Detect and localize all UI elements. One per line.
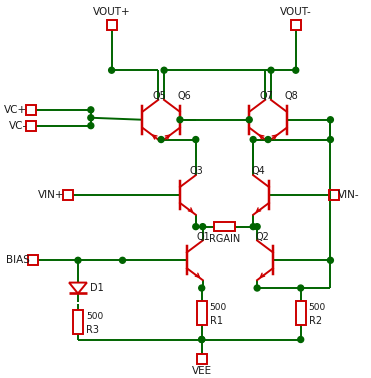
Circle shape [88, 115, 94, 121]
Bar [329, 190, 339, 200]
Circle shape [75, 257, 81, 263]
Text: Q4: Q4 [251, 166, 265, 176]
Text: R1: R1 [210, 316, 223, 326]
Circle shape [268, 67, 274, 73]
Bar [107, 20, 116, 29]
Text: Q2: Q2 [255, 232, 269, 242]
Text: Q1: Q1 [197, 232, 210, 242]
Text: 500: 500 [86, 312, 103, 321]
Circle shape [265, 136, 271, 143]
Text: 500: 500 [210, 303, 227, 312]
Bar [29, 256, 38, 265]
Text: Q7: Q7 [259, 91, 273, 101]
Circle shape [109, 67, 115, 73]
Bar [197, 354, 207, 364]
Text: VC+: VC+ [4, 105, 27, 115]
Circle shape [250, 136, 256, 143]
Circle shape [254, 224, 260, 229]
Circle shape [193, 224, 199, 229]
Circle shape [246, 117, 252, 123]
Circle shape [250, 224, 256, 229]
Circle shape [328, 257, 334, 263]
Text: VOUT-: VOUT- [280, 7, 312, 17]
Text: VIN-: VIN- [338, 190, 360, 200]
Text: VOUT+: VOUT+ [93, 7, 131, 17]
Text: BIAS: BIAS [6, 255, 29, 265]
Circle shape [177, 117, 183, 123]
Bar [63, 190, 73, 200]
Text: Q3: Q3 [190, 166, 204, 176]
Circle shape [158, 136, 164, 143]
Circle shape [193, 136, 199, 143]
Circle shape [298, 336, 304, 342]
Text: 500: 500 [309, 303, 326, 312]
Circle shape [254, 285, 260, 291]
Text: VIN+: VIN+ [37, 190, 64, 200]
Text: D1: D1 [90, 283, 104, 293]
Text: Q5: Q5 [152, 91, 166, 101]
Bar [291, 20, 301, 29]
Text: VEE: VEE [192, 366, 212, 376]
Text: R2: R2 [309, 316, 322, 326]
Bar [26, 121, 36, 131]
Bar [197, 301, 207, 325]
Text: Q8: Q8 [285, 91, 299, 101]
Bar [296, 301, 306, 325]
Circle shape [88, 123, 94, 129]
Circle shape [119, 257, 125, 263]
Text: Q6: Q6 [178, 91, 192, 101]
Circle shape [200, 224, 206, 229]
Circle shape [199, 285, 205, 291]
Text: VC-: VC- [9, 121, 27, 131]
Circle shape [88, 107, 94, 113]
Text: RGAIN: RGAIN [209, 234, 240, 243]
Circle shape [161, 67, 167, 73]
Bar [73, 310, 83, 333]
Circle shape [199, 336, 205, 342]
Circle shape [328, 136, 334, 143]
Text: R3: R3 [86, 325, 99, 335]
Circle shape [199, 336, 205, 342]
Circle shape [298, 285, 304, 291]
Circle shape [293, 67, 299, 73]
Bar [26, 105, 36, 115]
Circle shape [328, 117, 334, 123]
Bar [214, 222, 235, 231]
